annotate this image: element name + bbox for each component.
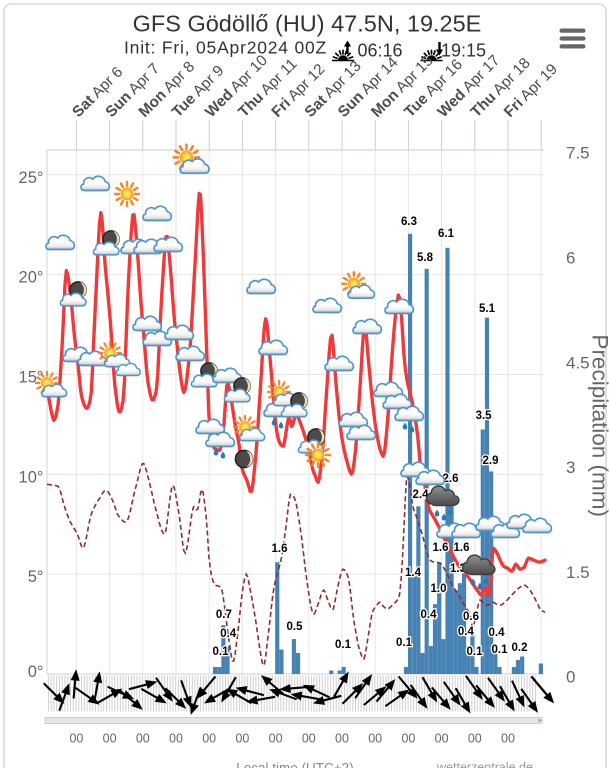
svg-text:2.4: 2.4	[413, 489, 430, 501]
svg-text:00: 00	[335, 732, 349, 746]
svg-text:6: 6	[566, 249, 575, 268]
svg-text:4.5: 4.5	[566, 353, 590, 372]
svg-text:00: 00	[435, 732, 449, 746]
svg-text:0.1: 0.1	[467, 646, 484, 658]
svg-text:00: 00	[103, 732, 117, 746]
svg-text:0°: 0°	[28, 663, 44, 681]
svg-text:00: 00	[169, 732, 183, 746]
svg-text:5.8: 5.8	[417, 252, 434, 264]
svg-text:0.4: 0.4	[220, 628, 237, 640]
svg-text:3.5: 3.5	[476, 410, 493, 422]
svg-text:0.5: 0.5	[287, 621, 304, 633]
svg-text:1.0: 1.0	[431, 583, 447, 595]
svg-text:20°: 20°	[19, 269, 44, 287]
svg-text:0.1: 0.1	[213, 646, 230, 658]
svg-text:00: 00	[136, 732, 150, 746]
svg-text:00: 00	[69, 732, 83, 746]
svg-text:1.4: 1.4	[405, 567, 422, 579]
svg-text:0.7: 0.7	[216, 609, 232, 621]
svg-text:1.6: 1.6	[433, 542, 449, 554]
svg-text:6.1: 6.1	[438, 228, 455, 240]
svg-text:Init: Fri, 05Apr2024 00Z: Init: Fri, 05Apr2024 00Z	[124, 38, 327, 58]
svg-text:0.1: 0.1	[396, 637, 413, 649]
svg-text:0.4: 0.4	[489, 627, 506, 639]
svg-text:25°: 25°	[19, 169, 44, 187]
svg-text:2.9: 2.9	[483, 455, 499, 467]
svg-text:00: 00	[202, 732, 216, 746]
svg-text:Precipitation (mm): Precipitation (mm)	[588, 334, 610, 517]
svg-text:00: 00	[401, 732, 415, 746]
svg-text:06:16: 06:16	[358, 41, 403, 61]
svg-text:00: 00	[368, 732, 382, 746]
svg-text:1.6: 1.6	[272, 543, 288, 555]
svg-text:7.5: 7.5	[566, 144, 590, 163]
svg-text:1.6: 1.6	[454, 542, 470, 554]
svg-text:Local time (UTC+2): Local time (UTC+2)	[236, 761, 353, 768]
svg-text:0.1: 0.1	[492, 644, 509, 656]
svg-text:00: 00	[269, 732, 283, 746]
svg-text:19:15: 19:15	[441, 41, 486, 61]
svg-text:00: 00	[235, 732, 249, 746]
svg-text:6.3: 6.3	[401, 216, 417, 228]
svg-text:00: 00	[302, 732, 316, 746]
svg-text:5°: 5°	[28, 568, 44, 586]
svg-text:1.5: 1.5	[566, 563, 590, 582]
svg-text:00: 00	[468, 732, 482, 746]
svg-text:0: 0	[566, 668, 575, 687]
svg-text:0.6: 0.6	[463, 611, 479, 623]
svg-text:0.2: 0.2	[512, 642, 528, 654]
svg-text:2.6: 2.6	[443, 473, 459, 485]
svg-text:wetterzentrale.de: wetterzentrale.de	[436, 761, 533, 768]
svg-text:GFS Gödöllő (HU) 47.5N, 19.25E: GFS Gödöllő (HU) 47.5N, 19.25E	[133, 11, 482, 37]
svg-text:0.1: 0.1	[335, 639, 352, 651]
svg-text:3: 3	[566, 458, 575, 477]
svg-text:5.1: 5.1	[479, 303, 496, 315]
svg-text:00: 00	[501, 732, 515, 746]
svg-text:0.4: 0.4	[421, 609, 438, 621]
svg-text:0.4: 0.4	[458, 626, 475, 638]
svg-text:10°: 10°	[19, 468, 44, 486]
